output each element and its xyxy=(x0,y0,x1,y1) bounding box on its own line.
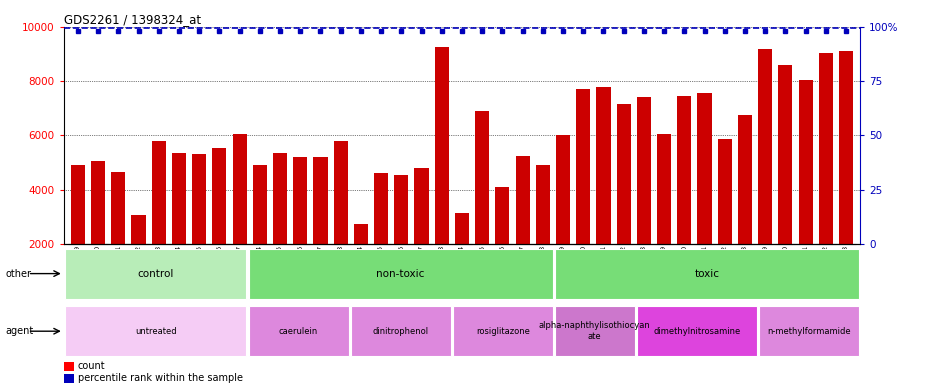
Bar xyxy=(111,172,125,298)
Bar xyxy=(313,157,328,298)
Bar xyxy=(152,141,166,298)
Bar xyxy=(248,248,552,299)
Text: dimethylnitrosamine: dimethylnitrosamine xyxy=(652,327,739,336)
Bar xyxy=(414,168,428,298)
Text: toxic: toxic xyxy=(694,268,719,279)
Bar xyxy=(452,306,552,356)
Bar xyxy=(131,215,145,298)
Text: alpha-naphthylisothiocyan
ate: alpha-naphthylisothiocyan ate xyxy=(538,321,650,341)
Bar xyxy=(515,156,529,298)
Bar xyxy=(696,93,710,298)
Bar xyxy=(212,147,227,298)
Text: untreated: untreated xyxy=(135,327,176,336)
Bar xyxy=(192,154,206,298)
Bar xyxy=(354,223,368,298)
Bar xyxy=(293,157,307,298)
Bar xyxy=(737,115,752,298)
Bar xyxy=(778,65,792,298)
Text: dinitrophenol: dinitrophenol xyxy=(373,327,429,336)
Bar xyxy=(248,306,348,356)
Bar xyxy=(253,165,267,298)
Bar xyxy=(677,96,691,298)
Bar xyxy=(495,187,509,298)
Text: other: other xyxy=(6,268,32,279)
Bar xyxy=(636,98,651,298)
Text: count: count xyxy=(78,361,105,371)
Bar xyxy=(434,47,448,298)
Text: caerulein: caerulein xyxy=(279,327,318,336)
Bar xyxy=(555,136,569,298)
Bar xyxy=(554,248,858,299)
Bar xyxy=(636,306,756,356)
Bar xyxy=(71,165,85,298)
Bar xyxy=(818,53,832,298)
Bar xyxy=(758,306,858,356)
Bar xyxy=(717,139,731,298)
Bar xyxy=(475,111,489,298)
Bar xyxy=(91,161,105,298)
Bar xyxy=(64,362,74,371)
Text: non-toxic: non-toxic xyxy=(376,268,424,279)
Bar xyxy=(64,374,74,383)
Bar xyxy=(838,51,852,298)
Bar xyxy=(616,104,630,298)
Bar xyxy=(576,89,590,298)
Bar xyxy=(595,86,610,298)
Bar xyxy=(454,213,469,298)
Text: agent: agent xyxy=(6,326,34,336)
Bar xyxy=(272,153,286,298)
Text: n-methylformamide: n-methylformamide xyxy=(767,327,850,336)
Bar xyxy=(797,80,812,298)
Bar xyxy=(394,175,408,298)
Bar xyxy=(232,134,246,298)
Bar xyxy=(65,248,246,299)
Bar xyxy=(535,165,549,298)
Bar xyxy=(350,306,450,356)
Bar xyxy=(656,134,670,298)
Bar xyxy=(757,49,771,298)
Bar xyxy=(171,153,186,298)
Text: percentile rank within the sample: percentile rank within the sample xyxy=(78,373,242,383)
Bar xyxy=(65,306,246,356)
Bar xyxy=(554,306,634,356)
Text: GDS2261 / 1398324_at: GDS2261 / 1398324_at xyxy=(64,13,200,26)
Bar xyxy=(333,141,347,298)
Bar xyxy=(373,173,388,298)
Text: control: control xyxy=(138,268,173,279)
Text: rosiglitazone: rosiglitazone xyxy=(475,327,529,336)
